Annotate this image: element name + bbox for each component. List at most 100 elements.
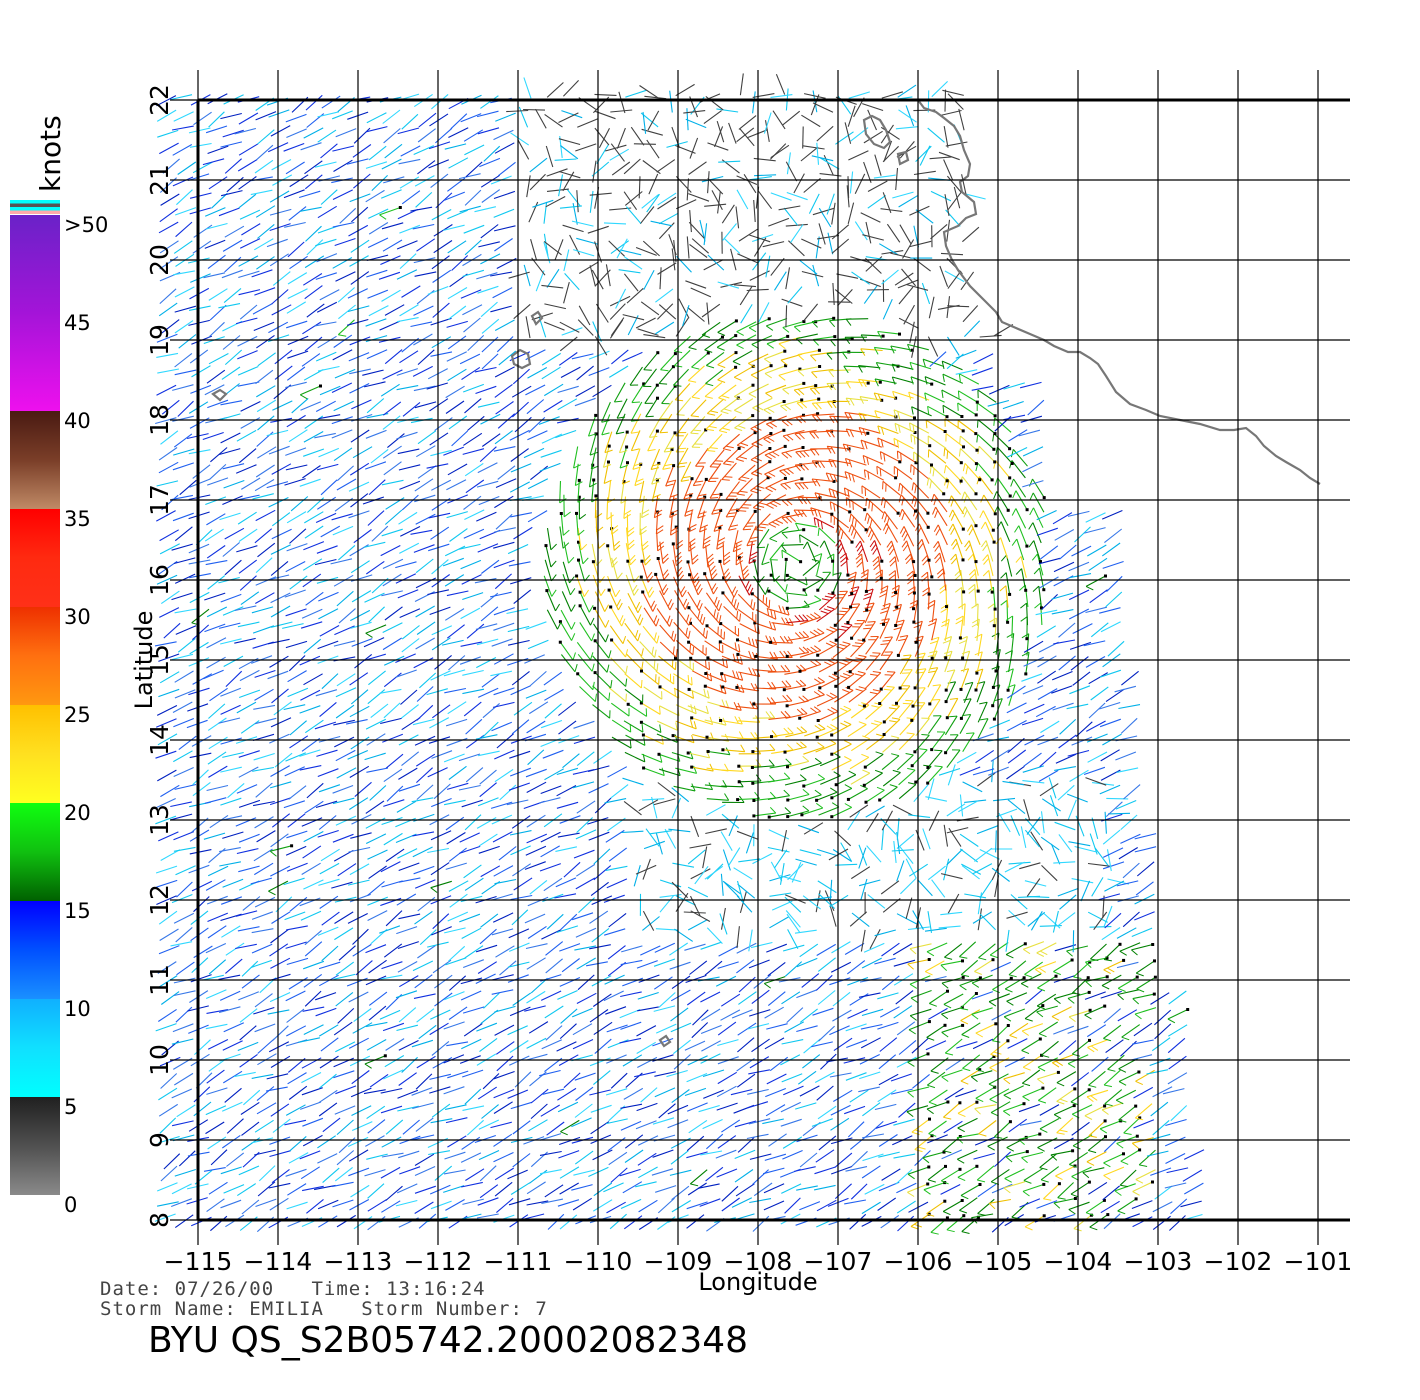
wind-vector <box>476 638 499 646</box>
wind-vector <box>751 461 771 474</box>
wind-barb <box>786 468 794 474</box>
wind-vector <box>652 1149 674 1158</box>
wind-vector <box>1165 1153 1186 1164</box>
wind-barb <box>709 447 718 449</box>
rain-flag <box>961 527 965 531</box>
wind-barb <box>1005 668 1014 673</box>
wind-vector <box>203 1167 226 1172</box>
rain-flag <box>974 413 978 417</box>
wind-barb <box>1120 1184 1129 1188</box>
wind-vector <box>705 828 727 835</box>
wind-vector <box>381 1200 401 1213</box>
wind-barb <box>851 603 860 605</box>
wind-barb <box>924 971 933 976</box>
wind-vector <box>444 687 467 694</box>
wind-vector <box>592 1149 613 1161</box>
wind-vector <box>560 513 564 536</box>
wind-vector <box>209 687 228 702</box>
wind-vector <box>413 993 436 999</box>
wind-vector <box>659 641 677 658</box>
wind-vector <box>319 1055 339 1069</box>
wind-barb <box>707 561 715 568</box>
wind-vector <box>844 471 866 481</box>
wind-vector <box>242 896 261 911</box>
wind-vector <box>1116 927 1137 939</box>
wind-barb <box>968 528 974 536</box>
wind-barb <box>707 450 716 452</box>
wind-barb <box>943 1116 952 1120</box>
wind-vector <box>957 1149 978 1160</box>
wind-vector <box>819 677 840 689</box>
wind-vector <box>879 651 894 671</box>
wind-vector <box>639 641 656 658</box>
wind-barb <box>957 1158 965 1164</box>
wind-vector <box>647 430 658 452</box>
wind-vector <box>1105 801 1123 818</box>
wind-vector <box>784 684 807 691</box>
wind-vector <box>893 1118 915 1126</box>
wind-vector <box>477 543 499 553</box>
wind-vector <box>657 782 676 797</box>
wind-vector <box>593 750 612 764</box>
wind-vector <box>1070 656 1089 671</box>
rain-flag <box>736 798 740 802</box>
wind-vector <box>1015 508 1027 529</box>
wind-barb <box>766 504 774 509</box>
wind-barb <box>1006 1000 1014 1006</box>
wind-vector <box>159 928 179 941</box>
wind-vector <box>443 1054 465 1064</box>
wind-barb <box>795 522 800 531</box>
wind-barb <box>789 515 796 523</box>
wind-vector <box>177 637 196 653</box>
wind-vector <box>430 830 452 841</box>
wind-vector <box>540 449 562 458</box>
wind-vector <box>1099 784 1121 795</box>
wind-barb <box>794 464 801 472</box>
wind-vector <box>592 685 610 702</box>
wind-vector <box>944 418 964 432</box>
wind-barb <box>555 603 561 612</box>
wind-vector <box>1102 861 1125 870</box>
wind-vector <box>1132 1216 1153 1228</box>
wind-vector <box>589 433 597 456</box>
wind-barb <box>661 553 669 560</box>
wind-vector <box>722 592 737 611</box>
wind-vector <box>1100 621 1121 633</box>
colorbar-tick-label: 40 <box>64 409 91 433</box>
wind-vector <box>860 439 882 448</box>
wind-vector <box>512 863 532 877</box>
wind-vector <box>302 1117 324 1127</box>
wind-barb <box>829 430 835 438</box>
rain-flag <box>1008 494 1012 498</box>
wind-vector <box>315 512 337 524</box>
wind-vector <box>737 493 753 511</box>
wind-vector <box>635 1181 657 1188</box>
wind-vector <box>771 900 793 911</box>
wind-vector <box>620 959 643 966</box>
wind-vector <box>658 1103 676 1119</box>
wind-vector <box>575 1086 594 1101</box>
wind-barb <box>1037 1066 1046 1072</box>
wind-barb <box>852 645 861 648</box>
wind-barb <box>1010 478 1014 487</box>
wind-barb <box>773 611 777 620</box>
wind-vector <box>479 1165 497 1182</box>
wind-barb <box>930 1070 939 1074</box>
wind-vector <box>1093 911 1108 931</box>
wind-vector <box>670 1007 689 1022</box>
wind-vector <box>880 671 896 690</box>
wind-vector <box>172 701 193 713</box>
wind-vector <box>781 529 804 534</box>
wind-vector <box>353 1008 372 1023</box>
wind-barb <box>957 402 959 411</box>
wind-vector <box>563 1072 581 1089</box>
wind-barb <box>651 481 660 485</box>
wind-vector <box>962 732 975 752</box>
wind-vector <box>252 493 274 500</box>
wind-vector <box>796 989 818 999</box>
rain-flag <box>913 686 917 690</box>
wind-vector <box>687 591 700 611</box>
wind-vector <box>645 828 660 847</box>
wind-vector <box>556 767 579 776</box>
wind-vector <box>993 433 1010 450</box>
